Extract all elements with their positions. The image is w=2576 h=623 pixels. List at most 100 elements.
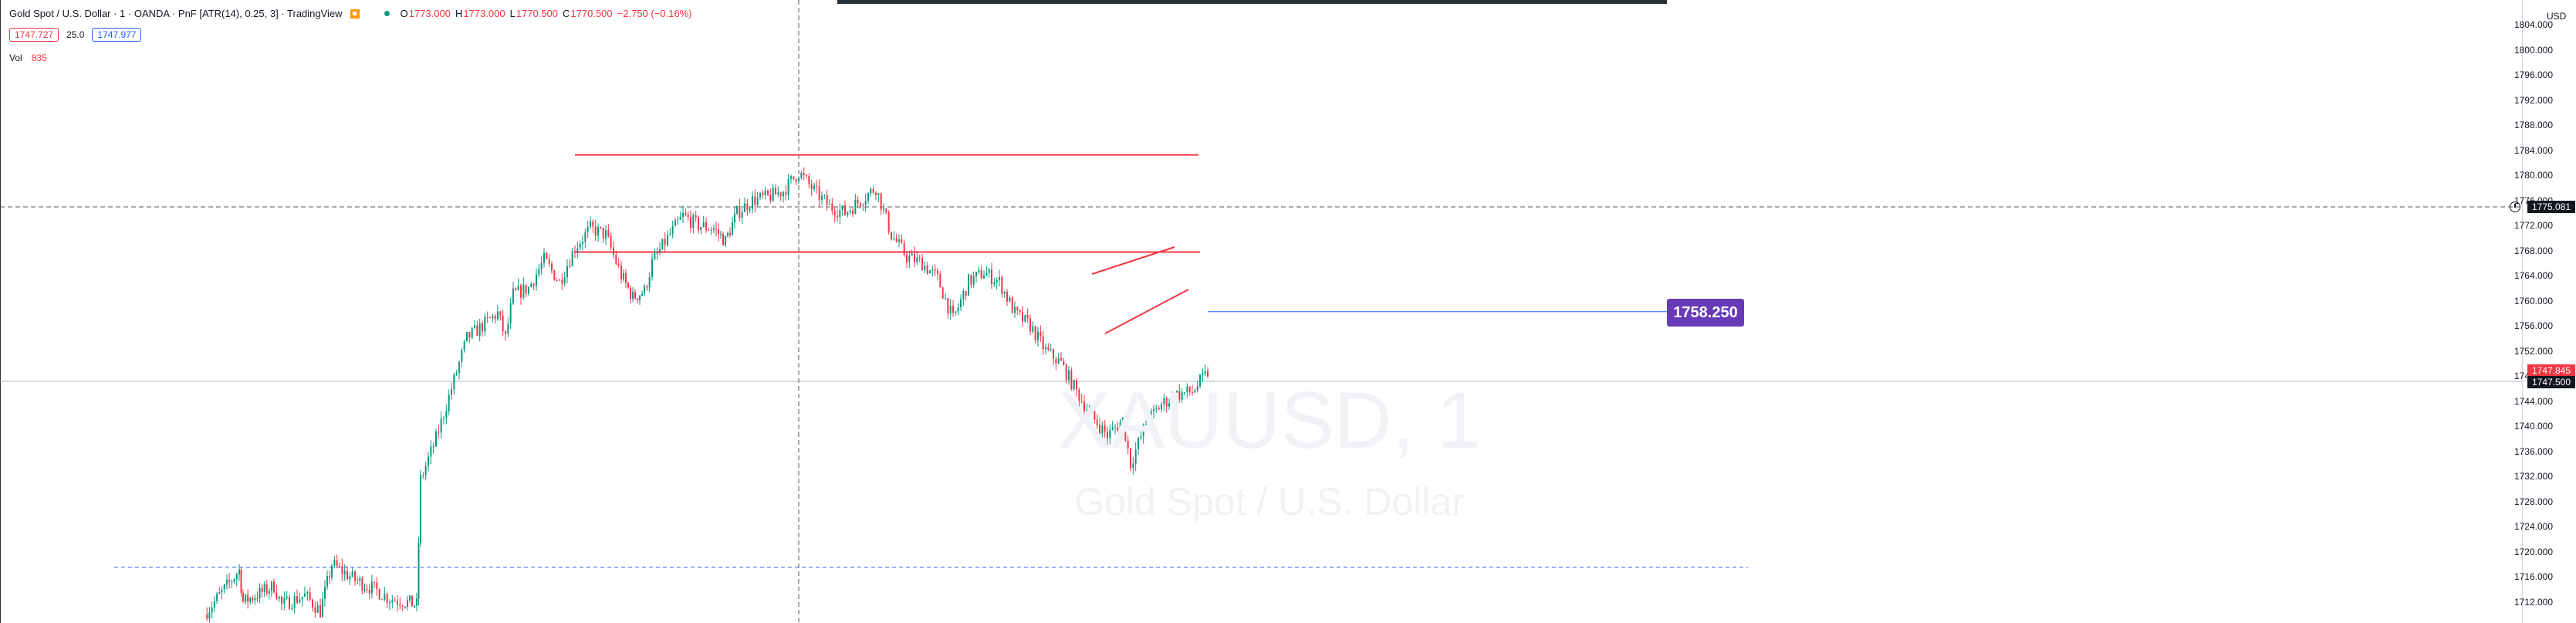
candle-body <box>667 234 668 245</box>
candle-body <box>957 307 959 312</box>
candle-body <box>1050 349 1052 350</box>
candle-body <box>414 605 415 607</box>
candle-body <box>435 431 437 447</box>
candle-body <box>1107 432 1108 438</box>
candle-body <box>1024 314 1026 322</box>
candle-body <box>844 205 846 215</box>
candle-body <box>980 269 982 279</box>
candle-body <box>252 598 254 601</box>
candle-body <box>273 581 275 593</box>
bid-ask-row: 1747.727 25.0 1747.977 <box>9 28 142 42</box>
candle-body <box>818 186 820 201</box>
price-tick-label: 1796.000 <box>2513 69 2553 80</box>
candle-body <box>1078 389 1080 401</box>
spread-value: 25.0 <box>66 29 85 40</box>
candle-body <box>975 272 977 276</box>
candle-body <box>1132 463 1134 469</box>
candle-body <box>597 226 599 236</box>
sell-button[interactable]: 1747.727 <box>9 28 59 42</box>
candle-body <box>1188 386 1191 393</box>
clock-icon[interactable] <box>2510 201 2520 212</box>
candle-body <box>617 263 620 266</box>
close-key: C <box>563 8 570 19</box>
candle-body <box>354 571 356 581</box>
candle-body <box>970 274 972 285</box>
candle-body <box>610 235 612 248</box>
candle-body <box>286 596 288 598</box>
candle-body <box>795 178 797 182</box>
candle-body <box>713 228 715 230</box>
candle-body <box>359 578 361 581</box>
target-price-label[interactable]: 1758.250 <box>1667 299 1744 327</box>
candle-body <box>451 389 452 395</box>
buy-button[interactable]: 1747.977 <box>92 28 142 42</box>
candle-body <box>623 273 624 279</box>
candle-body <box>576 248 579 252</box>
candle-body <box>605 230 607 239</box>
candle-body <box>1086 410 1088 411</box>
candle-body <box>682 212 684 217</box>
candle-body <box>901 239 903 243</box>
candle-body <box>806 174 807 177</box>
candle-body <box>746 203 749 211</box>
candle-body <box>1019 310 1021 312</box>
candle-body <box>536 274 537 286</box>
candle-body <box>569 266 571 267</box>
candle-body <box>983 276 985 279</box>
volume-legend-row[interactable]: Vol 835 <box>9 52 47 63</box>
candle-body <box>732 222 733 235</box>
candle-body <box>424 466 427 476</box>
flag-icon[interactable] <box>350 8 360 19</box>
candle-body <box>837 215 838 218</box>
symbol-title[interactable]: Gold Spot / U.S. Dollar · 1 · OANDA · Pn… <box>9 8 343 19</box>
candle-body <box>238 569 240 575</box>
candle-body <box>798 178 800 182</box>
price-tick-label: 1792.000 <box>2513 94 2553 106</box>
candle-body <box>1037 331 1039 340</box>
candle-body <box>779 192 782 197</box>
candle-body <box>1042 336 1044 350</box>
currency-selector[interactable]: USD <box>2547 11 2567 22</box>
candle-body <box>546 252 548 259</box>
candle-body <box>231 581 233 583</box>
candle-body <box>347 571 348 580</box>
candle-body <box>1109 429 1111 438</box>
candle-body <box>563 277 566 284</box>
candle-body <box>826 195 828 205</box>
candle-body <box>729 232 731 235</box>
candle-body <box>361 578 363 591</box>
candle-body <box>216 594 218 601</box>
candle-body <box>993 282 996 285</box>
candle-body <box>378 589 380 600</box>
market-status-icon[interactable] <box>384 11 390 16</box>
candle-body <box>654 253 656 259</box>
candle-body <box>399 604 401 606</box>
candle-body <box>228 579 231 582</box>
candle-body <box>1204 371 1206 374</box>
candle-body <box>532 283 535 286</box>
candle-body <box>720 233 722 235</box>
candle-body <box>1163 398 1165 405</box>
candle-body <box>883 208 884 210</box>
last-price-label: 1747.845 <box>2527 364 2575 377</box>
candle-body <box>363 588 366 591</box>
candle-body <box>213 601 215 608</box>
candle-body <box>525 284 527 294</box>
candle-body <box>1173 394 1175 402</box>
candle-body <box>296 596 298 603</box>
candle-body <box>754 196 756 205</box>
candle-body <box>301 596 303 600</box>
candle-body <box>206 614 208 619</box>
candle-body <box>1196 386 1198 391</box>
candle-body <box>1063 361 1065 365</box>
candle-body <box>466 332 468 341</box>
candle-body <box>428 456 429 466</box>
candle-body <box>816 185 818 187</box>
candle-body <box>391 600 394 603</box>
candle-body <box>679 216 681 220</box>
candle-body <box>968 274 969 296</box>
candle-body <box>625 273 627 283</box>
candle-body <box>627 283 629 288</box>
candle-body <box>690 217 691 229</box>
